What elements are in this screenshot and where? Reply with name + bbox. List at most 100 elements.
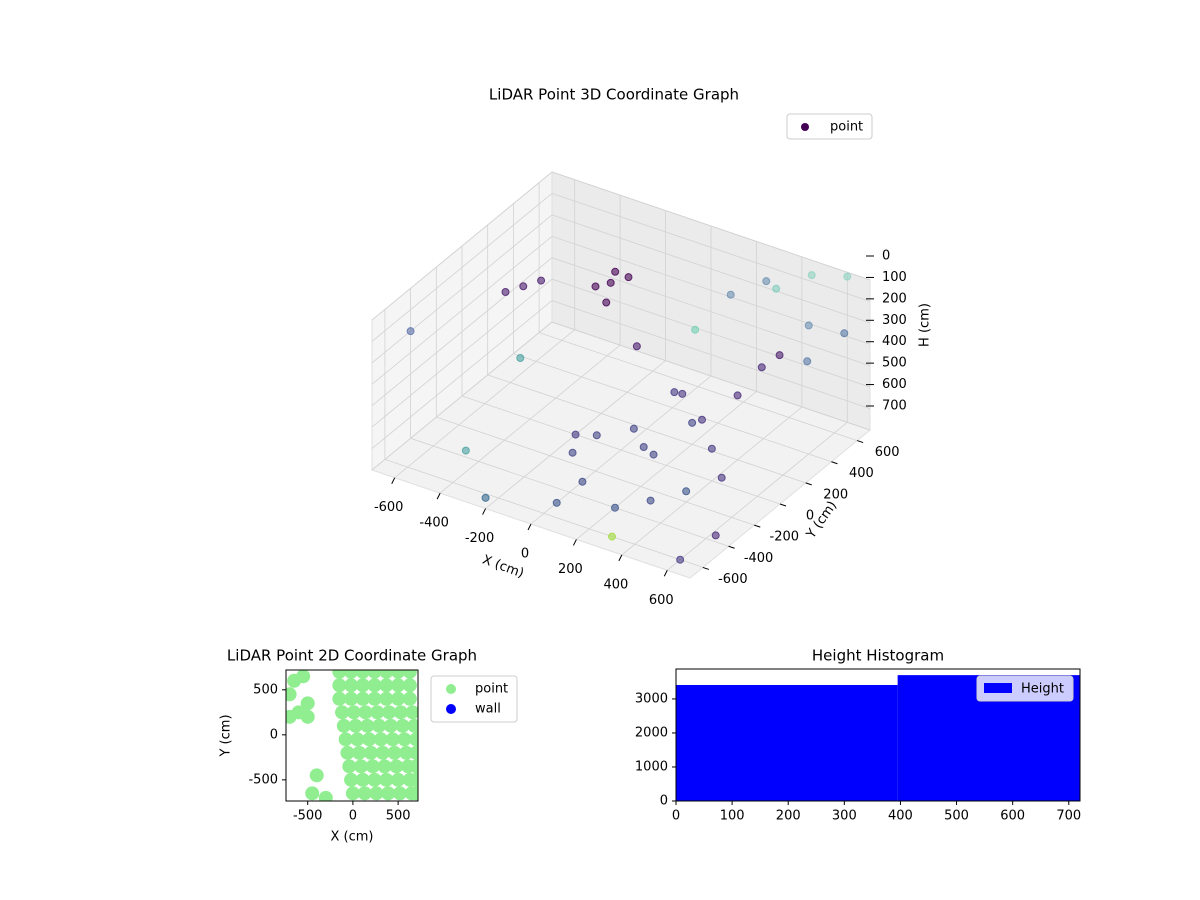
point xyxy=(367,772,382,787)
axes-frame xyxy=(285,669,419,802)
point xyxy=(360,718,375,733)
z-tick-label: 700 xyxy=(882,399,907,414)
point xyxy=(501,288,510,296)
point xyxy=(682,487,691,496)
point xyxy=(409,772,418,787)
point xyxy=(379,772,394,787)
point xyxy=(318,790,333,801)
point xyxy=(382,705,397,720)
point xyxy=(409,786,418,801)
point xyxy=(762,277,771,286)
point xyxy=(367,670,382,679)
chart-title: LiDAR Point 3D Coordinate Graph xyxy=(489,86,739,104)
point xyxy=(332,670,347,679)
axes-frame xyxy=(675,668,1081,802)
point xyxy=(391,772,406,787)
point xyxy=(409,732,418,747)
point xyxy=(340,745,355,760)
point xyxy=(803,357,812,366)
point xyxy=(649,450,658,459)
x-tick-label: 400 xyxy=(603,577,628,592)
point xyxy=(733,391,742,400)
point xyxy=(344,772,359,787)
legend-patch xyxy=(984,683,1012,693)
point xyxy=(707,444,716,453)
point xyxy=(357,786,372,801)
point xyxy=(402,670,417,679)
point xyxy=(300,709,315,724)
point xyxy=(698,415,706,424)
point xyxy=(757,363,766,372)
y-tick-label: -200 xyxy=(770,530,800,545)
x-tick-label: 200 xyxy=(776,809,801,824)
point xyxy=(355,691,370,706)
z-tick-label: 500 xyxy=(882,356,907,371)
x-tick xyxy=(391,477,396,484)
x-tick-label: 0 xyxy=(672,809,680,824)
grid-line xyxy=(371,192,871,342)
point xyxy=(399,745,414,760)
point xyxy=(354,759,369,774)
point xyxy=(365,759,380,774)
legend-label: Height xyxy=(1021,682,1064,697)
legend-label: point xyxy=(475,682,508,697)
point xyxy=(843,272,852,281)
grid-line xyxy=(371,214,871,364)
point xyxy=(678,389,687,398)
x-tick xyxy=(663,570,668,577)
point xyxy=(602,298,611,307)
point xyxy=(367,678,382,693)
point xyxy=(537,276,546,285)
y-tick-label: -400 xyxy=(744,551,774,566)
y-tick-label: 3000 xyxy=(635,691,668,706)
point xyxy=(385,732,400,747)
x-tick-label: -200 xyxy=(465,531,495,546)
y-tick-label: 600 xyxy=(875,445,900,460)
point xyxy=(670,388,679,397)
legend-marker xyxy=(801,123,809,131)
legend-marker xyxy=(446,684,456,694)
grid-line xyxy=(371,235,871,385)
point xyxy=(519,282,528,291)
x-tick-label: 500 xyxy=(386,809,411,824)
point xyxy=(379,678,394,693)
point xyxy=(391,691,406,706)
point xyxy=(568,448,577,457)
point xyxy=(367,691,382,706)
point xyxy=(608,532,616,541)
point xyxy=(807,271,816,280)
point xyxy=(629,424,638,433)
grid-line xyxy=(371,278,871,428)
legend-box xyxy=(786,113,873,140)
y-tick-label: 500 xyxy=(253,682,278,697)
chart-title: LiDAR Point 2D Coordinate Graph xyxy=(227,647,477,665)
point xyxy=(591,282,600,291)
point xyxy=(372,718,387,733)
x-tick xyxy=(527,523,532,531)
x-tick-label: 200 xyxy=(558,562,583,577)
y-tick-label: 200 xyxy=(823,487,848,502)
x-tick-label: 0 xyxy=(521,547,529,562)
point xyxy=(611,503,619,512)
point xyxy=(286,687,297,702)
x-tick xyxy=(572,539,577,546)
y-tick xyxy=(702,566,710,570)
y-tick xyxy=(831,461,838,465)
point xyxy=(395,718,410,733)
x-tick-label: 0 xyxy=(349,809,357,824)
point xyxy=(461,446,470,455)
point xyxy=(402,691,417,706)
point xyxy=(481,493,490,502)
point xyxy=(409,759,418,774)
point xyxy=(335,705,350,720)
point xyxy=(346,705,361,720)
point xyxy=(402,678,417,693)
point xyxy=(379,691,394,706)
point xyxy=(392,786,407,801)
point xyxy=(352,745,367,760)
chart-title: Height Histogram xyxy=(812,647,944,665)
point xyxy=(338,732,353,747)
point xyxy=(611,267,620,276)
point xyxy=(296,670,311,684)
point xyxy=(373,732,388,747)
